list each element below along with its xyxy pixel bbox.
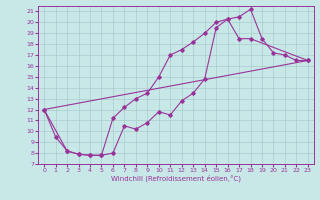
X-axis label: Windchill (Refroidissement éolien,°C): Windchill (Refroidissement éolien,°C) [111,175,241,182]
